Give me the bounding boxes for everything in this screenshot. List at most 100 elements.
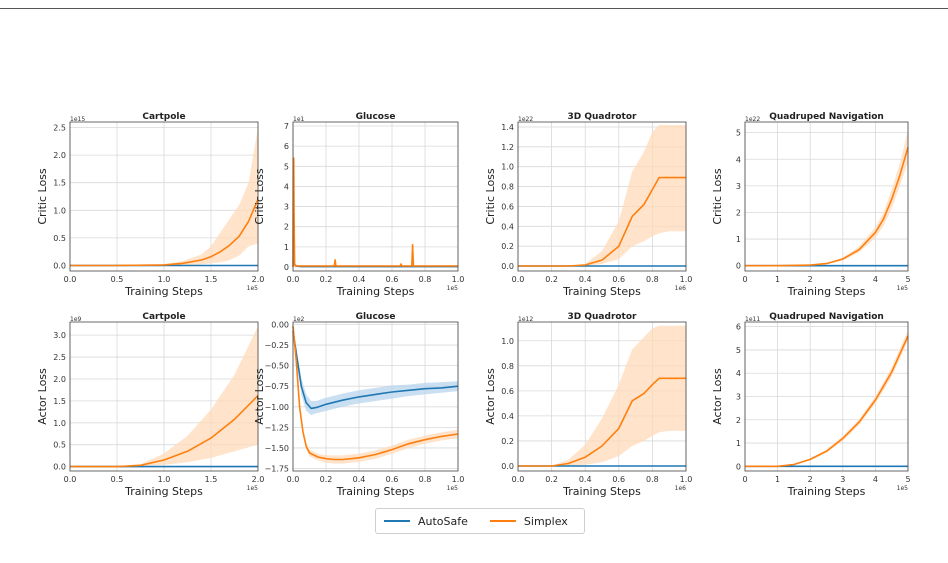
y-tick-label: −1.00 [264,403,289,412]
x-axis-label: Training Steps [124,485,203,498]
y-tick-label: 2 [736,208,741,217]
series-line-simplex [292,157,458,268]
x-tick-label: 0.8 [646,475,659,484]
x-axis-label: Training Steps [336,485,415,498]
y-axis-label: Actor Loss [484,368,497,425]
y-tick-label: 0.00 [271,320,289,329]
x-tick-label: 0.5 [111,275,124,284]
y-tick-label: 0.0 [53,261,66,270]
x-tick-label: 1.5 [205,475,218,484]
y-tick-label: 2.0 [53,375,66,384]
y-offset-label: 1e22 [745,116,760,123]
series-line-simplex [745,335,909,468]
x-tick-label: 5 [905,475,910,484]
x-tick-label: 1 [775,275,780,284]
y-tick-label: 1.0 [53,419,66,428]
y-tick-label: 0.2 [501,437,514,446]
y-axis-label: Actor Loss [36,368,49,425]
y-tick-label: 2.5 [53,353,66,362]
x-axis-label: Training Steps [787,285,866,298]
x-offset-label: 1e5 [247,285,259,292]
panel-title: Cartpole [142,312,185,322]
y-tick-label: 4 [736,369,741,378]
y-tick-label: 1.5 [53,397,66,406]
x-axis-label: Training Steps [124,285,203,298]
panel-7-3d-quadrotor: 0.0 0.2 0.4 0.6 0.8 1.0 0.0 0.2 0.4 0.6 0.8 1.0 3D Q… [484,312,692,498]
x-offset-label: 1e5 [447,285,459,292]
autosafe-confidence-band [293,327,458,415]
y-tick-label: 0.0 [501,262,514,271]
simplex-confidence-band [518,325,686,466]
plot-frame [69,321,259,472]
panel-8-quadruped-navigation: 0 1 2 3 4 5 0 1 2 3 4 5 6 Quadruped Navigation Trainin… [711,312,911,498]
panel-6-glucose: 0.0 0.2 0.4 0.6 0.8 1.0 0.00 −0.25 −0.50 −0.75 −1.… [253,312,464,498]
y-tick-label: 1.5 [53,179,66,188]
panel-5-cartpole: 0.0 0.5 1.0 1.5 2.0 0.0 0.5 1.0 1.5 2.0 2.5 3.0 Cart… [36,312,264,498]
x-tick-label: 0.4 [353,475,366,484]
x-tick-label: 0.6 [612,275,625,284]
y-tick-label: 3.0 [53,331,66,340]
x-tick-label: 0.8 [646,275,659,284]
panel-title: 3D Quadrotor [568,112,638,122]
y-tick-label: 0.4 [501,222,514,231]
legend: AutoSafe Simplex [375,508,585,534]
y-tick-label: 1.2 [501,143,514,152]
series-line-simplex [70,198,259,267]
y-tick-label: 0 [284,263,289,272]
plot-frame [292,121,459,272]
x-tick-label: 0.6 [386,275,399,284]
y-tick-label: 0.8 [501,183,514,192]
y-tick-label: 2 [284,223,289,232]
y-axis-label: Critic Loss [36,168,49,225]
x-tick-label: 0.4 [353,275,366,284]
x-tick-label: 0.0 [287,275,300,284]
y-offset-label: 1e9 [70,316,82,323]
x-tick-label: 0.6 [386,475,399,484]
y-tick-label: 0.5 [53,441,66,450]
x-tick-label: 0.4 [579,475,592,484]
panel-title: 3D Quadrotor [568,312,638,322]
x-tick-label: 2 [808,475,813,484]
y-offset-label: 1e1 [293,116,305,123]
y-tick-label: 0.2 [501,242,514,251]
plot-frame [517,321,687,472]
x-axis-label: Training Steps [562,485,641,498]
x-tick-label: 1.0 [680,275,693,284]
x-tick-label: 0.4 [579,275,592,284]
x-axis-label: Training Steps [336,285,415,298]
y-tick-label: 0 [736,462,741,471]
legend-swatch-simplex [489,520,516,522]
y-tick-label: 1 [736,439,741,448]
y-tick-label: 3 [284,203,289,212]
x-tick-label: 2.0 [252,475,265,484]
x-offset-label: 1e5 [247,485,259,492]
panel-4-quadruped-navigation: 0 1 2 3 4 5 0 1 2 3 4 5 Quadruped Navigation Training… [711,112,911,298]
plot-frame [517,121,687,272]
panel-title: Quadruped Navigation [769,312,884,322]
y-offset-label: 1e22 [518,116,533,123]
y-offset-label: 1e11 [745,316,760,323]
y-tick-label: 4 [284,182,289,191]
x-tick-label: 1.0 [452,475,465,484]
panel-title: Cartpole [142,112,185,122]
y-axis-label: Actor Loss [253,368,266,425]
y-tick-label: 1.0 [53,206,66,215]
y-tick-label: 0.0 [501,462,514,471]
x-tick-label: 0.6 [612,475,625,484]
plot-frame [69,121,259,272]
y-axis-label: Critic Loss [711,168,724,225]
simplex-confidence-band [70,127,258,266]
y-tick-label: 1.0 [501,163,514,172]
plot-frame [744,121,909,272]
x-tick-label: 5 [905,275,910,284]
x-tick-label: 0 [742,475,747,484]
x-tick-label: 0.2 [545,475,558,484]
x-offset-label: 1e5 [447,485,459,492]
x-tick-label: 0.0 [64,275,77,284]
y-tick-label: 2.5 [53,124,66,133]
x-tick-label: 1.0 [158,475,171,484]
legend-swatch-autosafe [384,520,410,522]
x-axis-label: Training Steps [562,285,641,298]
series-line-simplex [70,395,259,468]
